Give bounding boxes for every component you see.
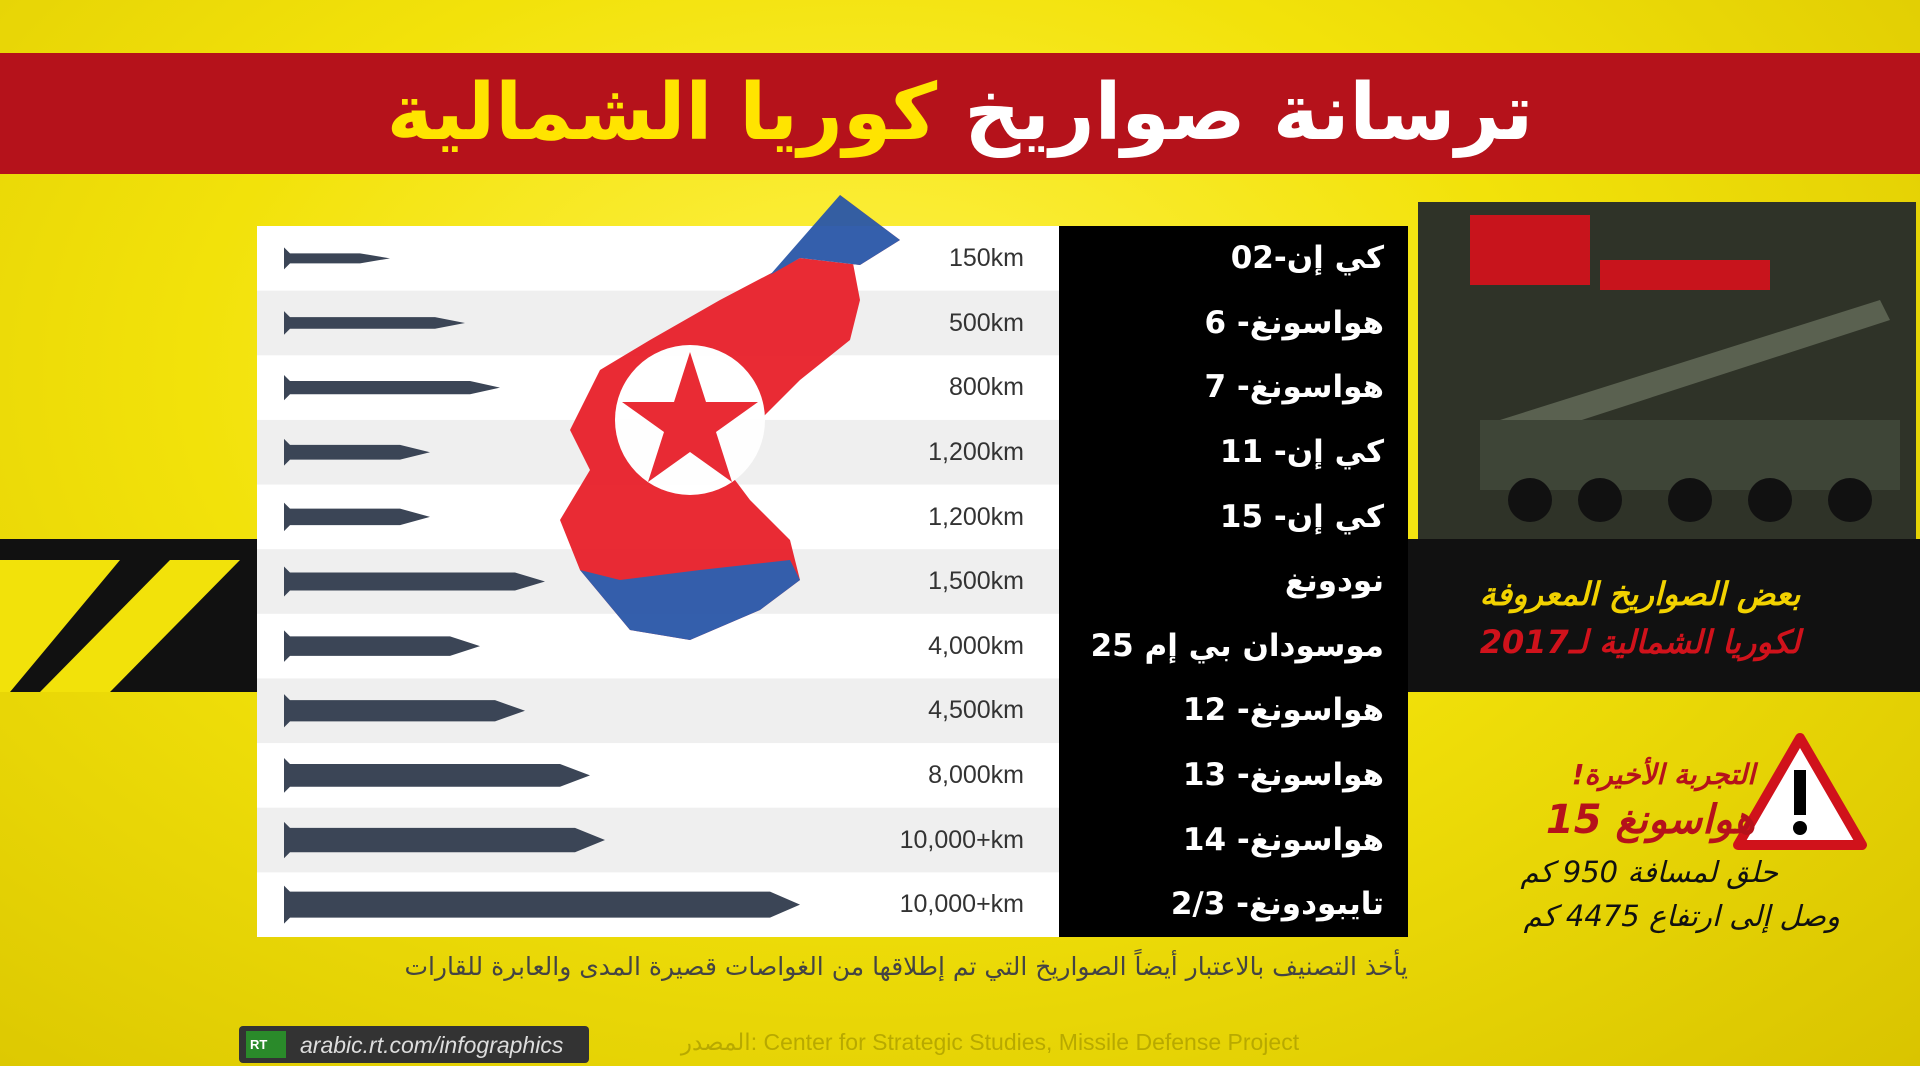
title: ترسانة صواريخ كوريا الشمالية <box>0 58 1920 168</box>
rt-logo-text: RT <box>250 1037 268 1052</box>
range-label: 150km <box>948 244 1024 272</box>
test-altitude: وصل إلى ارتفاع 4475 كم <box>1523 899 1840 933</box>
missile-name: كي إن- 11 <box>1219 433 1384 470</box>
range-label: 1,200km <box>928 502 1024 531</box>
latest-test: التجربة الأخيرة! هواسونغ 15 <box>1420 755 1755 845</box>
range-label: 10,000+km <box>899 825 1024 854</box>
title-part: ترسانة صواريخ <box>964 68 1534 158</box>
missile-icon <box>284 694 525 728</box>
missile-icon <box>284 374 500 401</box>
missile-icon <box>284 566 545 597</box>
range-label: 10,000+km <box>899 890 1024 919</box>
names-panel <box>1059 226 1408 937</box>
missile-icon <box>284 885 800 924</box>
missile-icon <box>284 821 605 859</box>
caption-line: لكوريا الشمالية لـ2017 <box>1479 623 1801 661</box>
missile-icon <box>284 247 390 270</box>
note: يأخذ التصنيف بالاعتبار أيضاً الصواريخ ال… <box>404 952 1408 981</box>
stripe <box>40 560 240 692</box>
missile-name: هواسونغ- 12 <box>1182 692 1384 729</box>
test-distance: حلق لمسافة 950 كم <box>1520 855 1778 889</box>
range-label: 500km <box>948 308 1024 337</box>
missile-name: هواسونغ- 7 <box>1204 369 1384 406</box>
photo-missile <box>1500 300 1890 440</box>
missile-icon <box>284 438 430 466</box>
warning-dot <box>1793 821 1807 835</box>
missile-name: كي إن- 15 <box>1219 498 1384 535</box>
missile-name: موسودان بي إم 25 <box>1090 627 1384 664</box>
photo-caption: بعض الصواريخ المعروفة لكوريا الشمالية لـ… <box>1420 570 1860 666</box>
rt-logo <box>246 1031 286 1058</box>
warning-mark <box>1794 770 1806 815</box>
test-label: التجربة الأخيرة! <box>1571 758 1755 791</box>
range-label: 8,000km <box>928 761 1024 790</box>
range-label: 800km <box>948 373 1024 402</box>
url-box <box>239 1026 589 1063</box>
range-label: 1,500km <box>928 567 1024 596</box>
missile-name: نودونغ <box>1284 563 1384 600</box>
korea-map <box>560 195 900 640</box>
missile-icon <box>284 502 430 532</box>
photo-wheels <box>1508 478 1872 522</box>
range-label: 4,000km <box>928 631 1024 660</box>
missile-icon <box>284 630 480 662</box>
missile-name: كي إن-02 <box>1230 240 1384 276</box>
photo-flag <box>1470 215 1590 285</box>
title-part: كوريا الشمالية <box>386 68 938 158</box>
test-missile: هواسونغ 15 <box>1545 797 1755 843</box>
missile-name: هواسونغ- 6 <box>1204 304 1384 341</box>
footer-url: arabic.rt.com/infographics <box>300 1032 564 1058</box>
missile-icon <box>284 758 590 793</box>
title-banner <box>0 53 1920 174</box>
missile-name: تايبودونغ- 2/3 <box>1170 886 1384 923</box>
missile-name: هواسونغ- 13 <box>1182 757 1384 794</box>
stripe <box>0 560 120 692</box>
range-label: 4,500km <box>928 696 1024 725</box>
missile-name: هواسونغ- 14 <box>1182 821 1384 858</box>
photo-banner <box>1600 260 1770 290</box>
footer-source: المصدر: Center for Strategic Studies, Mi… <box>680 1029 1300 1055</box>
caption-line: بعض الصواريخ المعروفة <box>1479 575 1801 613</box>
test-details: حلق لمسافة 950 كم وصل إلى ارتفاع 4475 كم <box>1400 850 1840 938</box>
range-label: 1,200km <box>928 437 1024 466</box>
missile-icon <box>284 311 465 335</box>
